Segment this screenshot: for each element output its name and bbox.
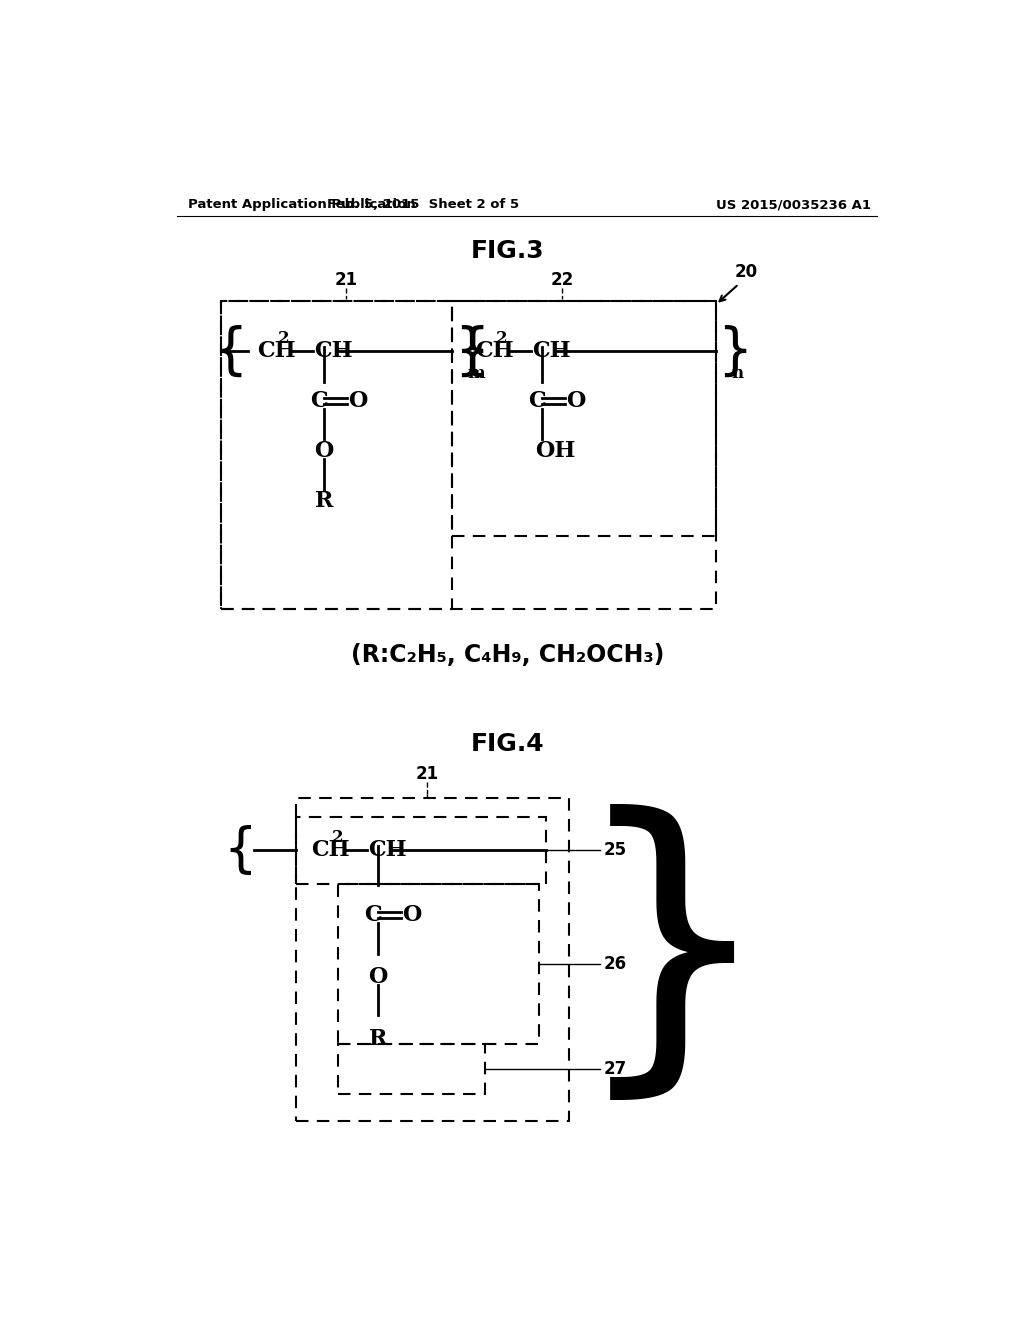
Text: 26: 26: [604, 954, 628, 973]
Text: m: m: [468, 364, 485, 381]
Bar: [221, 301, 716, 609]
Text: R: R: [369, 1027, 387, 1049]
Text: 21: 21: [335, 271, 357, 289]
Text: $\}$: $\}$: [569, 804, 735, 1114]
Text: $\}$: $\}$: [454, 323, 484, 379]
Text: 22: 22: [550, 271, 573, 289]
Text: O: O: [402, 904, 422, 927]
Text: CH: CH: [475, 341, 514, 362]
Text: FIG.3: FIG.3: [471, 239, 545, 263]
Text: O: O: [566, 389, 586, 412]
Bar: [453, 301, 716, 536]
Text: 2: 2: [278, 330, 289, 347]
Text: O: O: [368, 966, 387, 987]
Text: CH: CH: [258, 341, 296, 362]
Bar: [296, 797, 569, 1121]
Text: US 2015/0035236 A1: US 2015/0035236 A1: [716, 198, 870, 211]
Text: CH: CH: [369, 840, 408, 861]
Text: R: R: [314, 490, 333, 512]
Text: Feb. 5, 2015  Sheet 2 of 5: Feb. 5, 2015 Sheet 2 of 5: [327, 198, 519, 211]
Text: n: n: [731, 364, 743, 381]
Text: O: O: [348, 389, 368, 412]
Text: $\{$: $\{$: [223, 822, 252, 876]
Text: $\{$: $\{$: [454, 323, 484, 379]
Text: Patent Application Publication: Patent Application Publication: [188, 198, 416, 211]
Text: 27: 27: [604, 1060, 628, 1078]
Text: CH: CH: [311, 840, 350, 861]
Bar: [221, 301, 453, 609]
Text: C: C: [528, 389, 546, 412]
Text: O: O: [314, 440, 334, 462]
Text: $\}$: $\}$: [717, 323, 748, 379]
Text: 20: 20: [735, 264, 758, 281]
Text: C: C: [310, 389, 328, 412]
Text: 21: 21: [416, 766, 438, 783]
Text: CH: CH: [532, 341, 571, 362]
Bar: [339, 884, 539, 1044]
Text: 2: 2: [496, 330, 507, 347]
Text: C: C: [364, 904, 382, 927]
Text: FIG.4: FIG.4: [471, 731, 545, 755]
Text: OH: OH: [536, 440, 575, 462]
Text: (R:C₂H₅, C₄H₉, CH₂OCH₃): (R:C₂H₅, C₄H₉, CH₂OCH₃): [351, 643, 665, 667]
Text: CH: CH: [314, 341, 353, 362]
Bar: [339, 1044, 484, 1094]
Text: 2: 2: [332, 829, 343, 846]
Bar: [296, 817, 547, 884]
Text: $\{$: $\{$: [212, 323, 243, 379]
Text: 25: 25: [604, 841, 628, 859]
